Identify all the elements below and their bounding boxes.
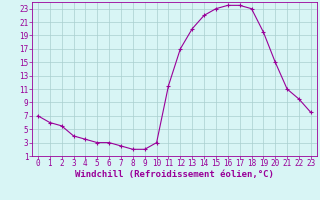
X-axis label: Windchill (Refroidissement éolien,°C): Windchill (Refroidissement éolien,°C) <box>75 170 274 179</box>
